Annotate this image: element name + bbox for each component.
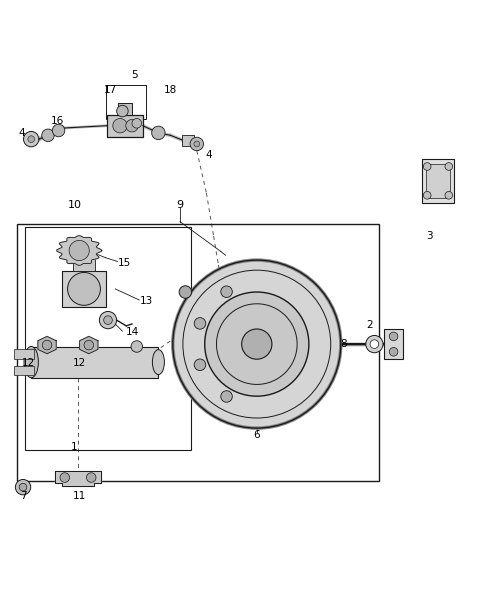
Ellipse shape xyxy=(153,350,164,374)
Circle shape xyxy=(366,336,383,353)
Circle shape xyxy=(86,473,96,482)
Circle shape xyxy=(370,340,379,349)
Circle shape xyxy=(445,162,453,170)
Circle shape xyxy=(15,479,31,495)
Text: 2: 2 xyxy=(366,320,373,330)
Text: 14: 14 xyxy=(125,327,139,337)
Circle shape xyxy=(173,260,341,428)
Polygon shape xyxy=(38,337,56,353)
Bar xyxy=(14,349,34,359)
Bar xyxy=(118,103,132,115)
Circle shape xyxy=(221,390,232,402)
Bar xyxy=(182,136,194,146)
Circle shape xyxy=(19,484,27,491)
Bar xyxy=(106,85,146,118)
Text: 7: 7 xyxy=(20,491,26,501)
Text: 12: 12 xyxy=(22,358,36,368)
Circle shape xyxy=(69,241,89,260)
Bar xyxy=(426,164,450,198)
Text: 16: 16 xyxy=(51,116,64,126)
Bar xyxy=(14,366,34,376)
Circle shape xyxy=(221,286,232,297)
Text: 13: 13 xyxy=(140,296,153,306)
Text: 10: 10 xyxy=(67,200,82,210)
Circle shape xyxy=(104,316,112,324)
Text: 9: 9 xyxy=(177,200,183,210)
Circle shape xyxy=(132,118,142,128)
Circle shape xyxy=(445,192,453,199)
Text: 6: 6 xyxy=(253,430,260,441)
Text: 12: 12 xyxy=(72,358,86,368)
Polygon shape xyxy=(80,337,98,353)
Text: 4: 4 xyxy=(205,149,212,159)
Polygon shape xyxy=(55,471,101,486)
Circle shape xyxy=(179,286,192,298)
Circle shape xyxy=(389,347,398,356)
Circle shape xyxy=(28,136,35,143)
Text: 5: 5 xyxy=(131,70,138,81)
Bar xyxy=(25,226,191,450)
Circle shape xyxy=(423,192,431,199)
Circle shape xyxy=(68,272,100,305)
Bar xyxy=(31,346,158,378)
Circle shape xyxy=(24,131,39,147)
Text: 3: 3 xyxy=(426,231,433,241)
Polygon shape xyxy=(57,236,102,265)
Circle shape xyxy=(152,126,165,140)
Text: 4: 4 xyxy=(18,128,25,138)
Circle shape xyxy=(117,105,128,117)
Circle shape xyxy=(389,332,398,341)
Circle shape xyxy=(42,129,54,141)
Circle shape xyxy=(113,118,127,133)
Circle shape xyxy=(60,473,70,482)
Circle shape xyxy=(423,162,431,170)
Circle shape xyxy=(205,292,309,396)
Circle shape xyxy=(52,124,65,137)
Text: 1: 1 xyxy=(71,442,78,453)
Circle shape xyxy=(84,340,94,350)
Circle shape xyxy=(194,359,206,371)
Circle shape xyxy=(190,137,204,150)
Circle shape xyxy=(194,141,200,147)
Circle shape xyxy=(194,318,206,329)
Bar xyxy=(107,115,143,137)
Bar xyxy=(17,224,379,481)
Bar xyxy=(73,259,95,271)
Text: 15: 15 xyxy=(118,257,132,267)
Text: 17: 17 xyxy=(104,85,117,95)
Bar xyxy=(62,271,106,307)
Circle shape xyxy=(42,340,52,350)
Text: 8: 8 xyxy=(340,339,347,349)
Text: 11: 11 xyxy=(72,491,86,501)
Text: 18: 18 xyxy=(164,85,177,95)
Circle shape xyxy=(99,312,117,329)
Ellipse shape xyxy=(24,346,38,378)
Bar xyxy=(422,159,454,202)
Bar xyxy=(384,329,403,359)
Circle shape xyxy=(131,341,143,352)
Circle shape xyxy=(126,119,138,132)
Circle shape xyxy=(242,329,272,359)
